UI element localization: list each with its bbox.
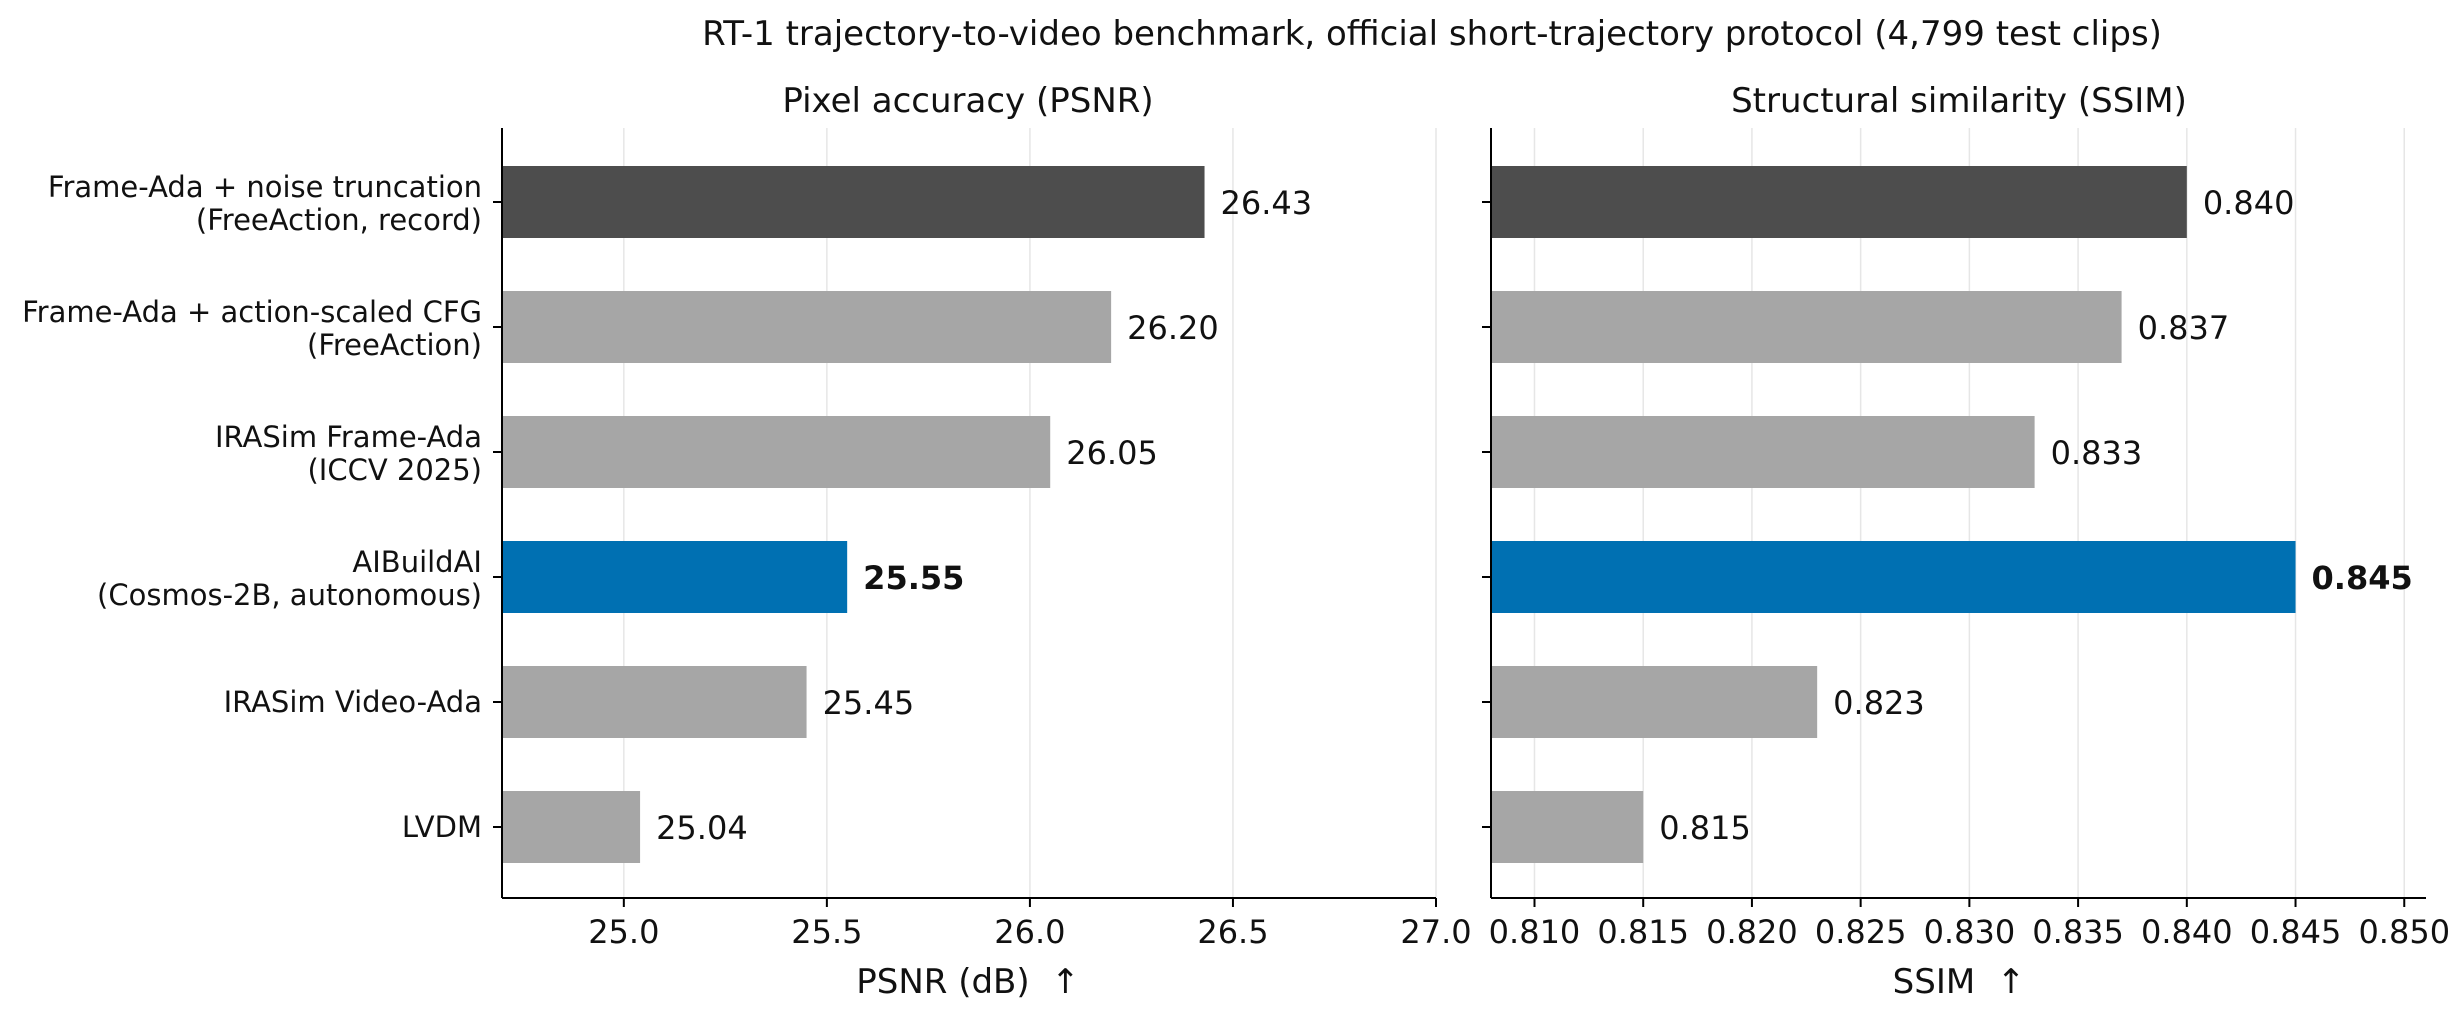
psnr-x-tick-label: 26.0 bbox=[994, 913, 1065, 951]
category-label-line: (FreeAction, record) bbox=[196, 203, 482, 237]
psnr-value-label: 25.55 bbox=[863, 559, 964, 597]
psnr-x-tick-label: 25.0 bbox=[588, 913, 659, 951]
ssim-x-tick-label: 0.820 bbox=[1706, 913, 1798, 951]
plot-layer: 26.43 26.20 26.05 25.55 25.45 25.04 25.0 25.5 26… bbox=[22, 128, 2448, 951]
ssim-x-tick-label: 0.815 bbox=[1597, 913, 1689, 951]
ssim-bar bbox=[1491, 291, 2122, 363]
category-label: Frame-Ada + noise truncation (FreeAction,… bbox=[48, 170, 482, 237]
psnr-value-label: 26.20 bbox=[1127, 309, 1219, 347]
ssim-x-tick-label: 0.825 bbox=[1815, 913, 1907, 951]
ssim-bar bbox=[1491, 791, 1644, 863]
ssim-x-axis-label: SSIM ↑ bbox=[1893, 962, 2026, 1002]
ssim-value-label: 0.823 bbox=[1833, 684, 1925, 722]
psnr-panel-title: Pixel accuracy (PSNR) bbox=[782, 81, 1153, 121]
figure-title: RT-1 trajectory-to-video benchmark, offi… bbox=[702, 14, 2162, 54]
category-label: IRASim Video-Ada bbox=[224, 685, 482, 719]
psnr-value-label: 26.43 bbox=[1221, 184, 1313, 222]
ssim-value-label: 0.837 bbox=[2138, 309, 2230, 347]
ssim-panel: 0.840 0.837 0.833 0.845 0.823 0.815 0.810 0.815… bbox=[1482, 128, 2448, 951]
ssim-bar bbox=[1491, 541, 2296, 613]
ssim-x-tick-label: 0.845 bbox=[2250, 913, 2342, 951]
ssim-value-label: 0.815 bbox=[1659, 809, 1751, 847]
category-label-line: Frame-Ada + noise truncation bbox=[48, 170, 482, 204]
category-label: IRASim Frame-Ada (ICCV 2025) bbox=[215, 420, 482, 487]
psnr-bar bbox=[502, 416, 1051, 488]
psnr-panel: 26.43 26.20 26.05 25.55 25.45 25.04 25.0 25.5 26… bbox=[22, 128, 1472, 951]
category-label-line: AIBuildAI bbox=[352, 545, 482, 579]
ssim-x-tick-label: 0.835 bbox=[2032, 913, 2124, 951]
ssim-value-label: 0.833 bbox=[2051, 434, 2143, 472]
ssim-value-label: 0.840 bbox=[2203, 184, 2295, 222]
psnr-bar bbox=[502, 291, 1112, 363]
category-label-line: (FreeAction) bbox=[307, 328, 482, 362]
category-label: AIBuildAI (Cosmos-2B, autonomous) bbox=[97, 545, 482, 612]
category-label-line: IRASim Frame-Ada bbox=[215, 420, 482, 454]
psnr-value-label: 26.05 bbox=[1066, 434, 1158, 472]
category-label: Frame-Ada + action-scaled CFG (FreeAction… bbox=[22, 295, 482, 362]
psnr-bar bbox=[502, 541, 848, 613]
ssim-bar bbox=[1491, 666, 1818, 738]
psnr-x-tick-label: 25.5 bbox=[791, 913, 862, 951]
psnr-bar bbox=[502, 666, 807, 738]
psnr-value-label: 25.45 bbox=[823, 684, 915, 722]
ssim-x-tick-label: 0.850 bbox=[2358, 913, 2448, 951]
psnr-bar bbox=[502, 166, 1205, 238]
psnr-bar bbox=[502, 791, 641, 863]
psnr-value-label: 25.04 bbox=[656, 809, 748, 847]
ssim-x-tick-label: 0.840 bbox=[2141, 913, 2233, 951]
ssim-x-tick-label: 0.810 bbox=[1489, 913, 1581, 951]
category-label-line: (ICCV 2025) bbox=[307, 453, 482, 487]
ssim-x-tick-label: 0.830 bbox=[1924, 913, 2016, 951]
psnr-x-tick-label: 27.0 bbox=[1400, 913, 1471, 951]
category-label: LVDM bbox=[402, 810, 482, 844]
category-label-line: Frame-Ada + action-scaled CFG bbox=[22, 295, 482, 329]
psnr-x-axis-label: PSNR (dB) ↑ bbox=[856, 962, 1080, 1002]
ssim-panel-title: Structural similarity (SSIM) bbox=[1731, 81, 2187, 121]
ssim-bar bbox=[1491, 416, 2035, 488]
category-label-line: (Cosmos-2B, autonomous) bbox=[97, 578, 482, 612]
ssim-bar bbox=[1491, 166, 2187, 238]
ssim-value-label: 0.845 bbox=[2312, 559, 2413, 597]
psnr-x-tick-label: 26.5 bbox=[1197, 913, 1268, 951]
